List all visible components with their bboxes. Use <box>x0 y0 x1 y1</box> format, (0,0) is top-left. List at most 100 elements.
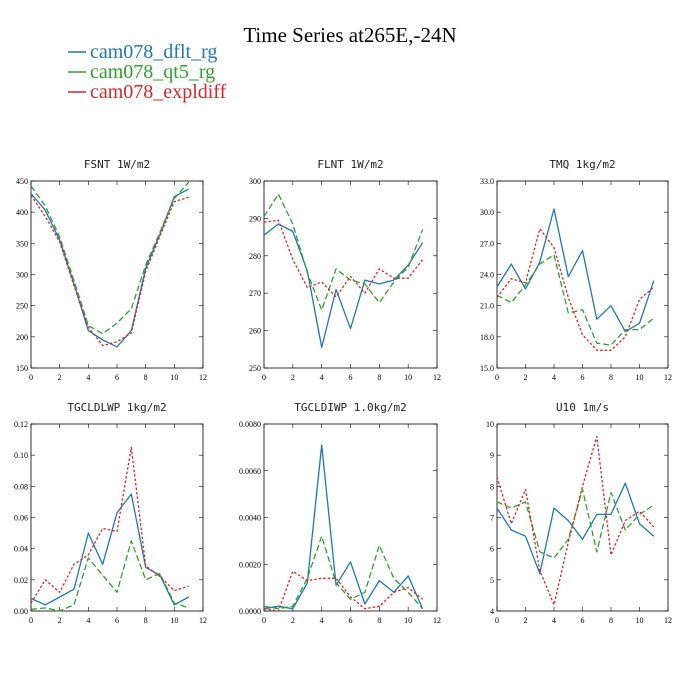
plot-frame <box>30 423 204 612</box>
series-line-cam078_expldiff <box>30 446 189 604</box>
panel-3: TMQ 1kg/m2 15.0 18.0 21.0 24.0 27.0 30.0 33.0 0 2… <box>480 158 672 382</box>
x-tick-label: 8 <box>144 373 148 382</box>
y-tick-label: 5 <box>490 576 494 585</box>
x-tick-label: 6 <box>581 373 585 382</box>
legend: cam078_dflt_rgcam078_qt5_rgcam078_expldi… <box>68 41 227 103</box>
legend-label-cam078_expldiff: cam078_expldiff <box>90 81 227 103</box>
x-tick-label: 12 <box>199 373 207 382</box>
x-tick-label: 4 <box>552 616 556 625</box>
y-tick-label: 300 <box>16 271 28 280</box>
x-tick-label: 0 <box>495 616 499 625</box>
y-tick-label: 0.04 <box>14 545 28 554</box>
x-tick-label: 8 <box>377 373 381 382</box>
y-tick-label: 0.0020 <box>239 560 261 569</box>
panel-4: TGCLDLWP 1kg/m2 0.00 0.02 0.04 0.06 0.08 0.10 0… <box>14 401 207 625</box>
y-tick-label: 0.02 <box>14 576 28 585</box>
x-tick-label: 8 <box>609 373 613 382</box>
series-line-cam078_dflt_rg <box>263 444 424 610</box>
y-tick-label: 350 <box>16 239 28 248</box>
y-tick-label: 200 <box>16 333 28 342</box>
y-tick-label: 0.0040 <box>239 514 261 523</box>
series-line-cam078_expldiff <box>263 219 424 298</box>
y-tick-label: 27.0 <box>480 239 494 248</box>
panel-title: U10 1m/s <box>556 401 609 414</box>
series-line-cam078_qt5_rg <box>496 488 655 559</box>
x-tick-label: 6 <box>115 373 119 382</box>
series-line-cam078_qt5_rg <box>263 193 424 311</box>
series-line-cam078_dflt_rg <box>496 482 655 575</box>
y-tick-label: 4 <box>490 607 494 616</box>
x-tick-label: 0 <box>262 373 266 382</box>
x-tick-label: 2 <box>524 373 528 382</box>
plot-frame <box>30 180 204 369</box>
y-tick-label: 18.0 <box>480 333 494 342</box>
y-tick-label: 8 <box>490 482 494 491</box>
x-tick-label: 4 <box>320 616 324 625</box>
y-tick-label: 260 <box>249 327 261 336</box>
panel-title: TMQ 1kg/m2 <box>549 158 615 171</box>
y-tick-label: 33.0 <box>480 177 494 186</box>
y-tick-label: 6 <box>490 545 494 554</box>
x-tick-label: 6 <box>349 373 353 382</box>
series-line-cam078_qt5_rg <box>263 535 424 610</box>
series-line-cam078_dflt_rg <box>263 223 424 349</box>
series-line-cam078_expldiff <box>496 228 655 351</box>
y-tick-label: 0.00 <box>14 607 28 616</box>
x-tick-label: 0 <box>495 373 499 382</box>
figure-title: Time Series at265E,-24N <box>243 23 456 47</box>
x-tick-label: 10 <box>636 373 644 382</box>
y-tick-label: 250 <box>16 302 28 311</box>
y-tick-label: 150 <box>16 364 28 373</box>
x-tick-label: 2 <box>58 616 62 625</box>
x-tick-label: 0 <box>29 616 33 625</box>
series-line-cam078_qt5_rg <box>30 540 189 612</box>
series-line-cam078_qt5_rg <box>30 181 190 335</box>
x-tick-label: 6 <box>349 616 353 625</box>
series-line-cam078_dflt_rg <box>30 188 190 348</box>
panel-1: FSNT 1W/m2 150 200 250 300 350 400 450 0 2 4 6 8 10 12 <box>16 158 207 382</box>
y-tick-label: 280 <box>249 252 261 261</box>
y-tick-label: 0.10 <box>14 451 28 460</box>
y-tick-label: 0.0000 <box>239 607 261 616</box>
x-tick-label: 2 <box>291 373 295 382</box>
y-tick-label: 9 <box>490 451 494 460</box>
x-tick-label: 12 <box>199 616 207 625</box>
x-tick-label: 10 <box>404 616 412 625</box>
panel-title: TGCLDIWP 1.0kg/m2 <box>294 401 407 414</box>
y-tick-label: 10 <box>486 420 494 429</box>
x-tick-label: 12 <box>433 373 441 382</box>
legend-label-cam078_qt5_rg: cam078_qt5_rg <box>90 61 215 83</box>
panel-title: FLNT 1W/m2 <box>317 158 383 171</box>
y-tick-label: 0.0060 <box>239 467 261 476</box>
x-tick-label: 10 <box>170 616 178 625</box>
series-line-cam078_dflt_rg <box>30 493 190 606</box>
panel-5: TGCLDIWP 1.0kg/m2 0.0000 0.0020 0.0040 0.006… <box>239 401 441 625</box>
series-line-cam078_expldiff <box>263 570 424 612</box>
x-tick-label: 0 <box>262 616 266 625</box>
y-tick-label: 0.12 <box>14 420 28 429</box>
y-tick-label: 400 <box>16 208 28 217</box>
x-tick-label: 8 <box>609 616 613 625</box>
y-tick-label: 270 <box>249 289 261 298</box>
plot-frame <box>496 423 669 612</box>
x-tick-label: 10 <box>404 373 412 382</box>
x-tick-label: 6 <box>581 616 585 625</box>
y-tick-label: 300 <box>249 177 261 186</box>
x-tick-label: 4 <box>86 373 90 382</box>
x-tick-label: 2 <box>58 373 62 382</box>
y-tick-label: 24.0 <box>480 271 494 280</box>
x-tick-label: 2 <box>291 616 295 625</box>
x-tick-label: 8 <box>144 616 148 625</box>
series-line-cam078_dflt_rg <box>496 208 655 333</box>
x-tick-label: 10 <box>170 373 178 382</box>
panel-2: FLNT 1W/m2 250 260 270 280 290 300 0 2 4 6 8 10 12 <box>249 158 441 382</box>
plot-frame <box>496 180 669 369</box>
panel-title: FSNT 1W/m2 <box>84 158 150 171</box>
x-tick-label: 6 <box>115 616 119 625</box>
panel-6: U10 1m/s 4 5 6 7 8 9 10 0 2 4 6 8 10 12 <box>486 401 672 625</box>
x-tick-label: 4 <box>320 373 324 382</box>
x-tick-label: 4 <box>86 616 90 625</box>
y-tick-label: 290 <box>249 214 261 223</box>
